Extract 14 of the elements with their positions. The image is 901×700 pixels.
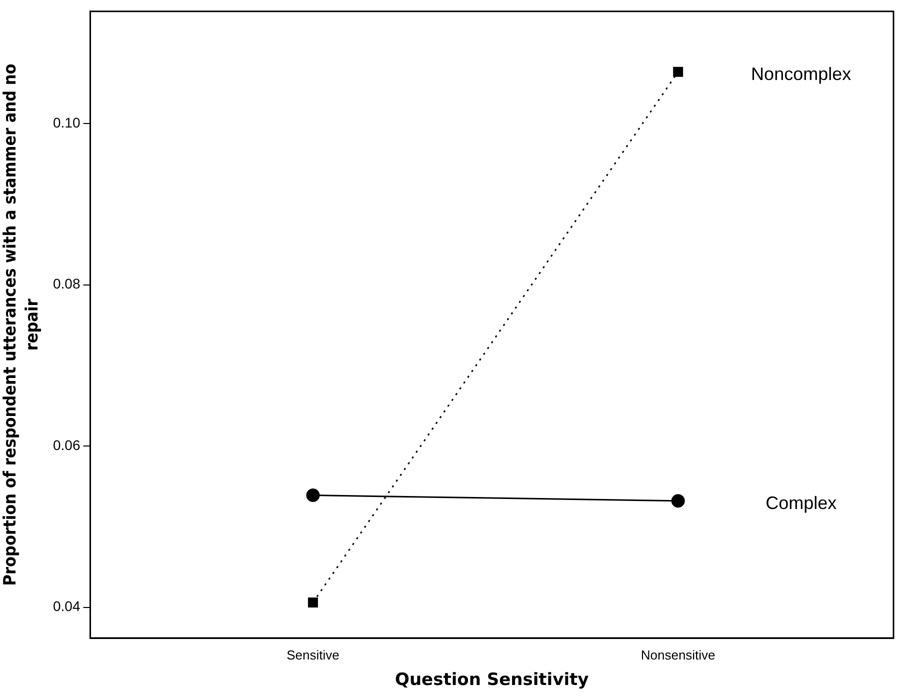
y-axis-title: Proportion of respondent utterances with a stammer and no repair bbox=[0, 64, 42, 586]
y-tick-label: 0.04 bbox=[53, 598, 80, 614]
text: Complex bbox=[766, 492, 837, 513]
x-axis-title: Question Sensitivity bbox=[395, 670, 589, 690]
x-tick-label: Sensitive bbox=[286, 647, 340, 662]
point bbox=[673, 66, 684, 77]
text: Noncomplex bbox=[751, 64, 852, 84]
point bbox=[306, 488, 320, 502]
y-tick-label: 0.10 bbox=[53, 114, 80, 130]
x-tick-label: Nonsensitive bbox=[640, 647, 716, 662]
point bbox=[671, 494, 685, 508]
point bbox=[308, 598, 318, 608]
y-tick-label: 0.08 bbox=[53, 276, 80, 292]
y-tick-label: 0.06 bbox=[53, 436, 80, 453]
